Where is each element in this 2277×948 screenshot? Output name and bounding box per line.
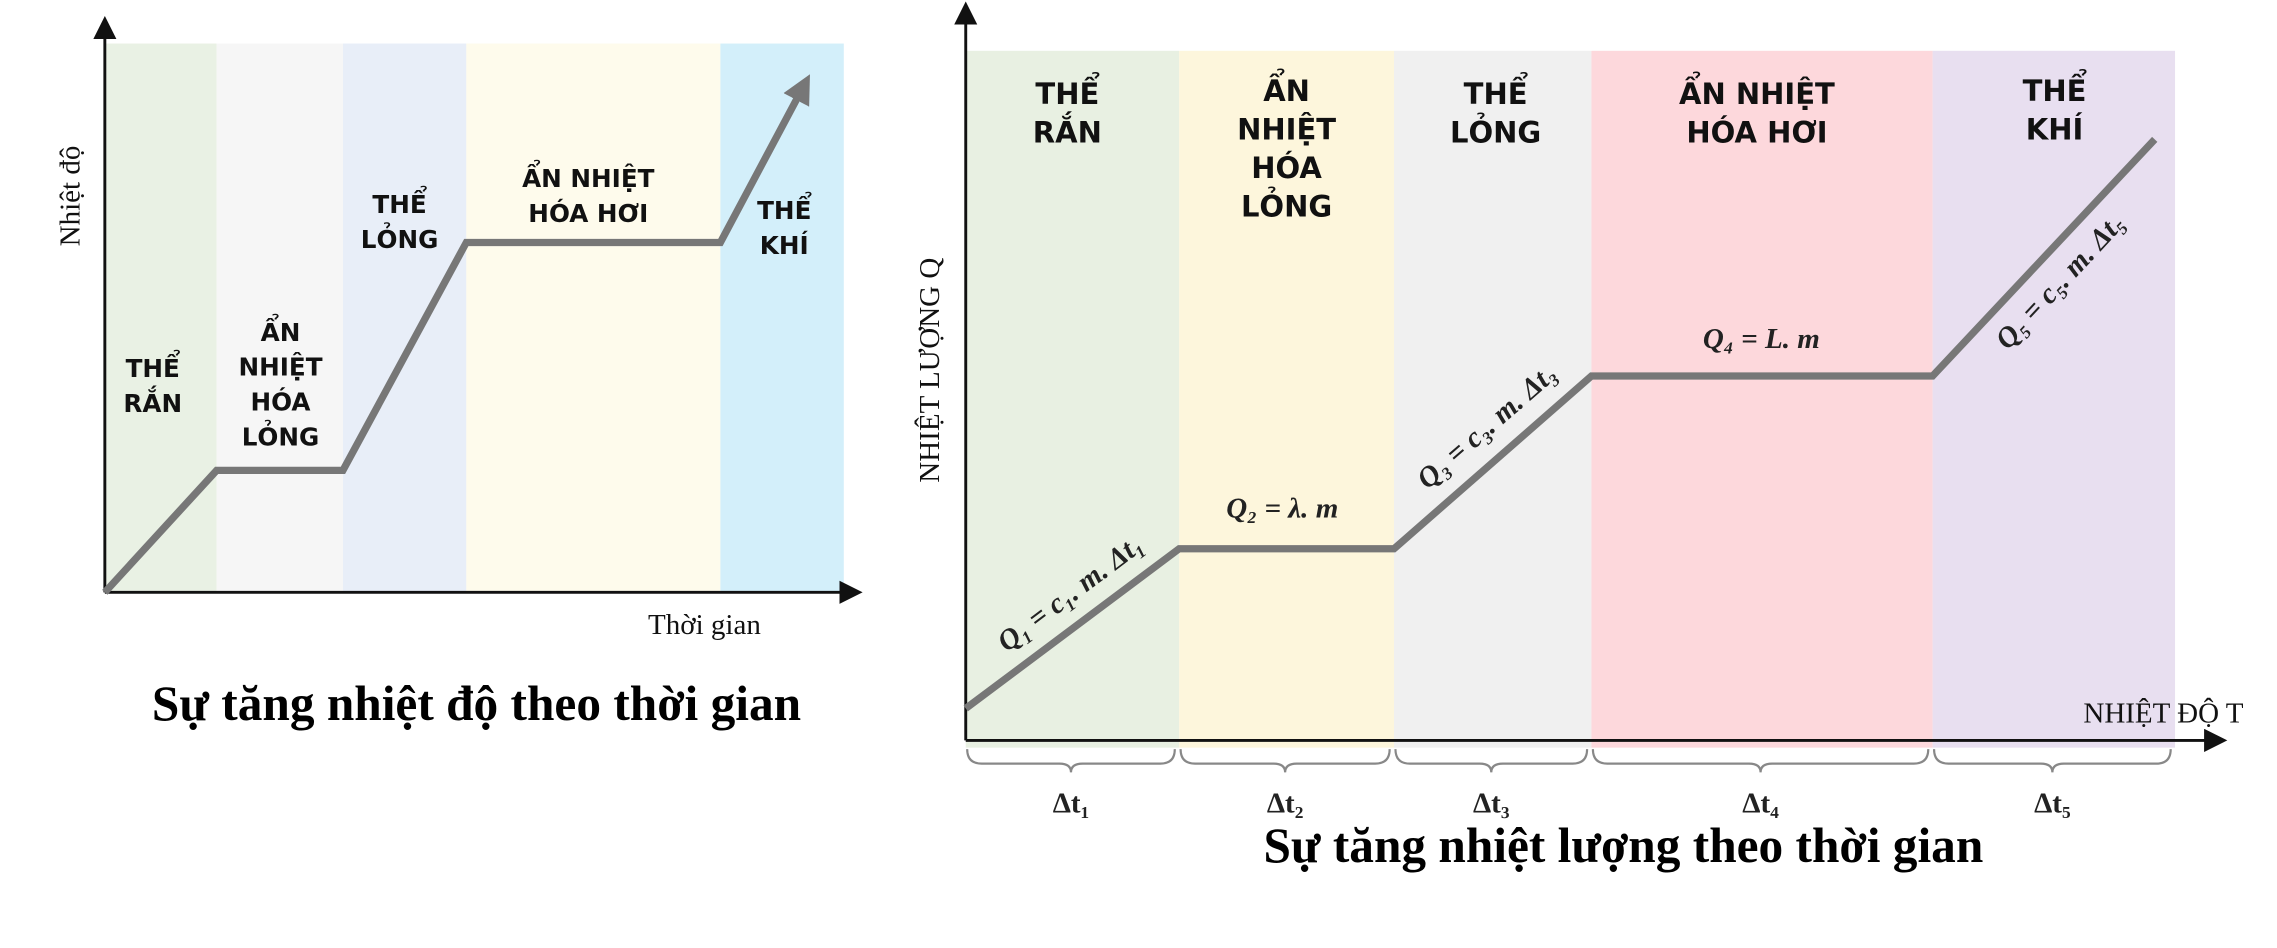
brace [1932, 749, 2172, 773]
region-label: THỂ [126, 349, 180, 383]
y-label: NHIỆT LƯỢNG Q [913, 258, 946, 483]
region-label: KHÍ [760, 231, 809, 260]
brace [1394, 749, 1589, 773]
brace [1179, 749, 1391, 773]
formula: Q₂ = λ. m [1226, 493, 1338, 525]
x-label: Thời gian [648, 609, 761, 641]
y-label: Nhiệt độ [55, 146, 87, 247]
region-label: THỂ [372, 185, 426, 219]
interval-label: Δt₂ [1267, 787, 1304, 819]
region-label: HÓA [1251, 151, 1322, 185]
band [216, 43, 343, 593]
region-label: NHIỆT [238, 352, 322, 382]
region-label: RẮN [1033, 112, 1102, 149]
interval-label: Δt₃ [1473, 787, 1510, 819]
brace [966, 749, 1176, 773]
interval-label: Δt₅ [2034, 787, 2071, 819]
band [965, 50, 1180, 748]
region-label: HÓA HƠI [528, 198, 648, 228]
band [104, 43, 217, 593]
region-label: NHIỆT [1237, 112, 1336, 146]
region-label: THỂ [1035, 72, 1099, 111]
band [342, 43, 467, 593]
band [1394, 50, 1592, 748]
region-label: LỎNG [1450, 111, 1541, 149]
brace [1591, 749, 1930, 773]
interval-label: Δt₁ [1053, 787, 1090, 819]
region-label: ẨN NHIỆT [522, 159, 655, 193]
x-label: NHIỆT ĐỘ T [2083, 696, 2243, 729]
band [1932, 50, 2176, 748]
region-label: LỎNG [242, 418, 320, 451]
region-label: THỂ [2023, 69, 2087, 108]
region-label: LỎNG [361, 221, 439, 254]
interval-label: Δt₄ [1742, 787, 1779, 819]
region-label: THỂ [1464, 72, 1528, 111]
curve [102, 74, 810, 595]
region-label: HÓA HƠI [1686, 115, 1827, 149]
band [720, 43, 844, 593]
caption: Sự tăng nhiệt độ theo thời gian [152, 676, 801, 731]
caption: Sự tăng nhiệt lượng theo thời gian [1263, 818, 1983, 873]
curve [963, 136, 2158, 712]
region-label: THỂ [757, 191, 811, 225]
region-label: ẨN [261, 313, 301, 347]
region-label: LỎNG [1241, 185, 1332, 223]
region-label: HÓA [251, 387, 311, 417]
band [1179, 50, 1395, 748]
region-label: KHÍ [2026, 112, 2084, 146]
band [466, 43, 721, 593]
band [1591, 50, 1933, 748]
formula: Q₄ = L. m [1703, 323, 1820, 355]
region-label: ẨN NHIỆT [1679, 72, 1835, 111]
region-label: ẨN [1263, 69, 1310, 108]
region-label: RẮN [123, 385, 182, 418]
